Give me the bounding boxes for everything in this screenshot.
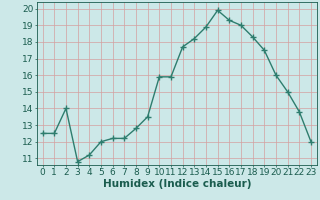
X-axis label: Humidex (Indice chaleur): Humidex (Indice chaleur)	[102, 179, 251, 189]
